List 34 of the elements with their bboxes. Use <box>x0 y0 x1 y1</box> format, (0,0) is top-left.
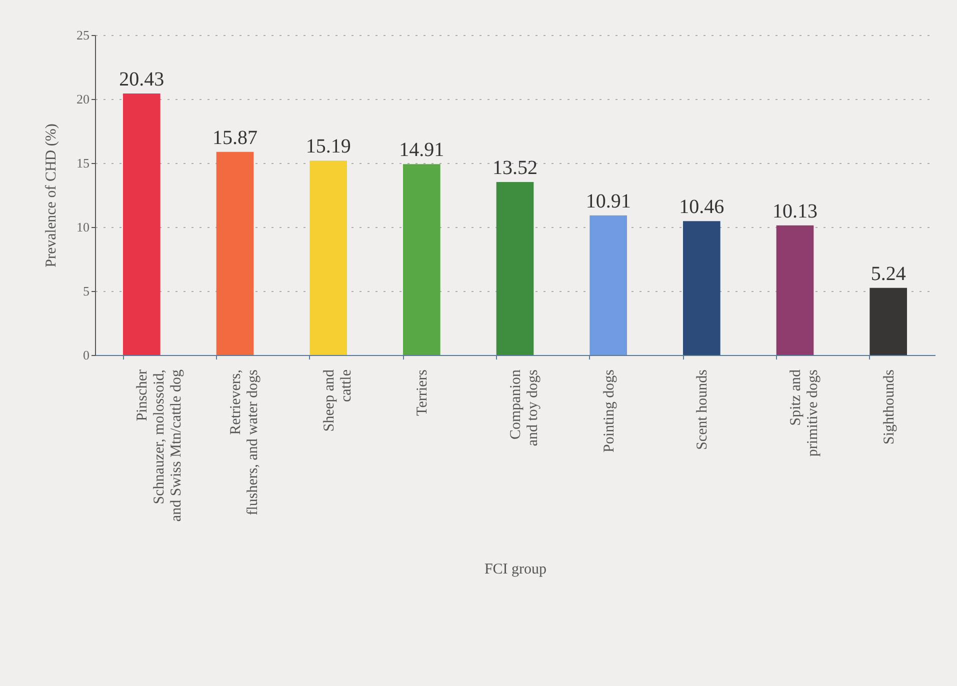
y-tick-label: 20 <box>76 92 90 106</box>
y-axis-title: Prevalence of CHD (%) <box>44 124 60 268</box>
y-tick-label: 15 <box>76 156 90 170</box>
x-tick-label: Scent hounds <box>694 369 711 450</box>
bar <box>403 164 440 355</box>
x-tick-label: Sheep and cattle <box>321 369 354 432</box>
x-tick-label: Terriers <box>414 369 431 416</box>
bar <box>590 215 627 355</box>
data-label: 5.24 <box>870 262 906 285</box>
bar <box>216 152 254 355</box>
bar <box>123 93 160 355</box>
x-tick-label: Companion and toy dogs <box>508 369 541 446</box>
x-tick-label: Pointing dogs <box>601 369 618 452</box>
y-tick-label: 5 <box>83 284 90 298</box>
y-tick-label: 25 <box>76 28 90 42</box>
data-label: 13.52 <box>492 156 538 179</box>
bar <box>496 182 534 355</box>
bar <box>870 288 907 355</box>
x-axis-title: FCI group <box>484 562 547 578</box>
data-label: 14.91 <box>399 139 444 162</box>
x-tick-label: Pinscher Schnauzer, molossoid, and Swiss Mtn/cattle dog <box>134 369 185 522</box>
data-label: 15.19 <box>306 136 351 158</box>
data-label: 10.46 <box>679 196 724 218</box>
bar <box>683 221 720 355</box>
y-tick-label: 0 <box>83 348 90 362</box>
y-tick-label: 10 <box>76 220 90 234</box>
bar <box>310 160 347 355</box>
data-label: 10.91 <box>586 190 631 212</box>
x-tick-label: Spitz and primitive dogs <box>788 369 821 457</box>
data-label: 10.13 <box>772 200 818 222</box>
data-label: 15.87 <box>212 126 258 149</box>
data-label: 20.43 <box>119 68 164 90</box>
x-tick-label: Sighthounds <box>881 369 898 445</box>
bar <box>776 225 814 355</box>
